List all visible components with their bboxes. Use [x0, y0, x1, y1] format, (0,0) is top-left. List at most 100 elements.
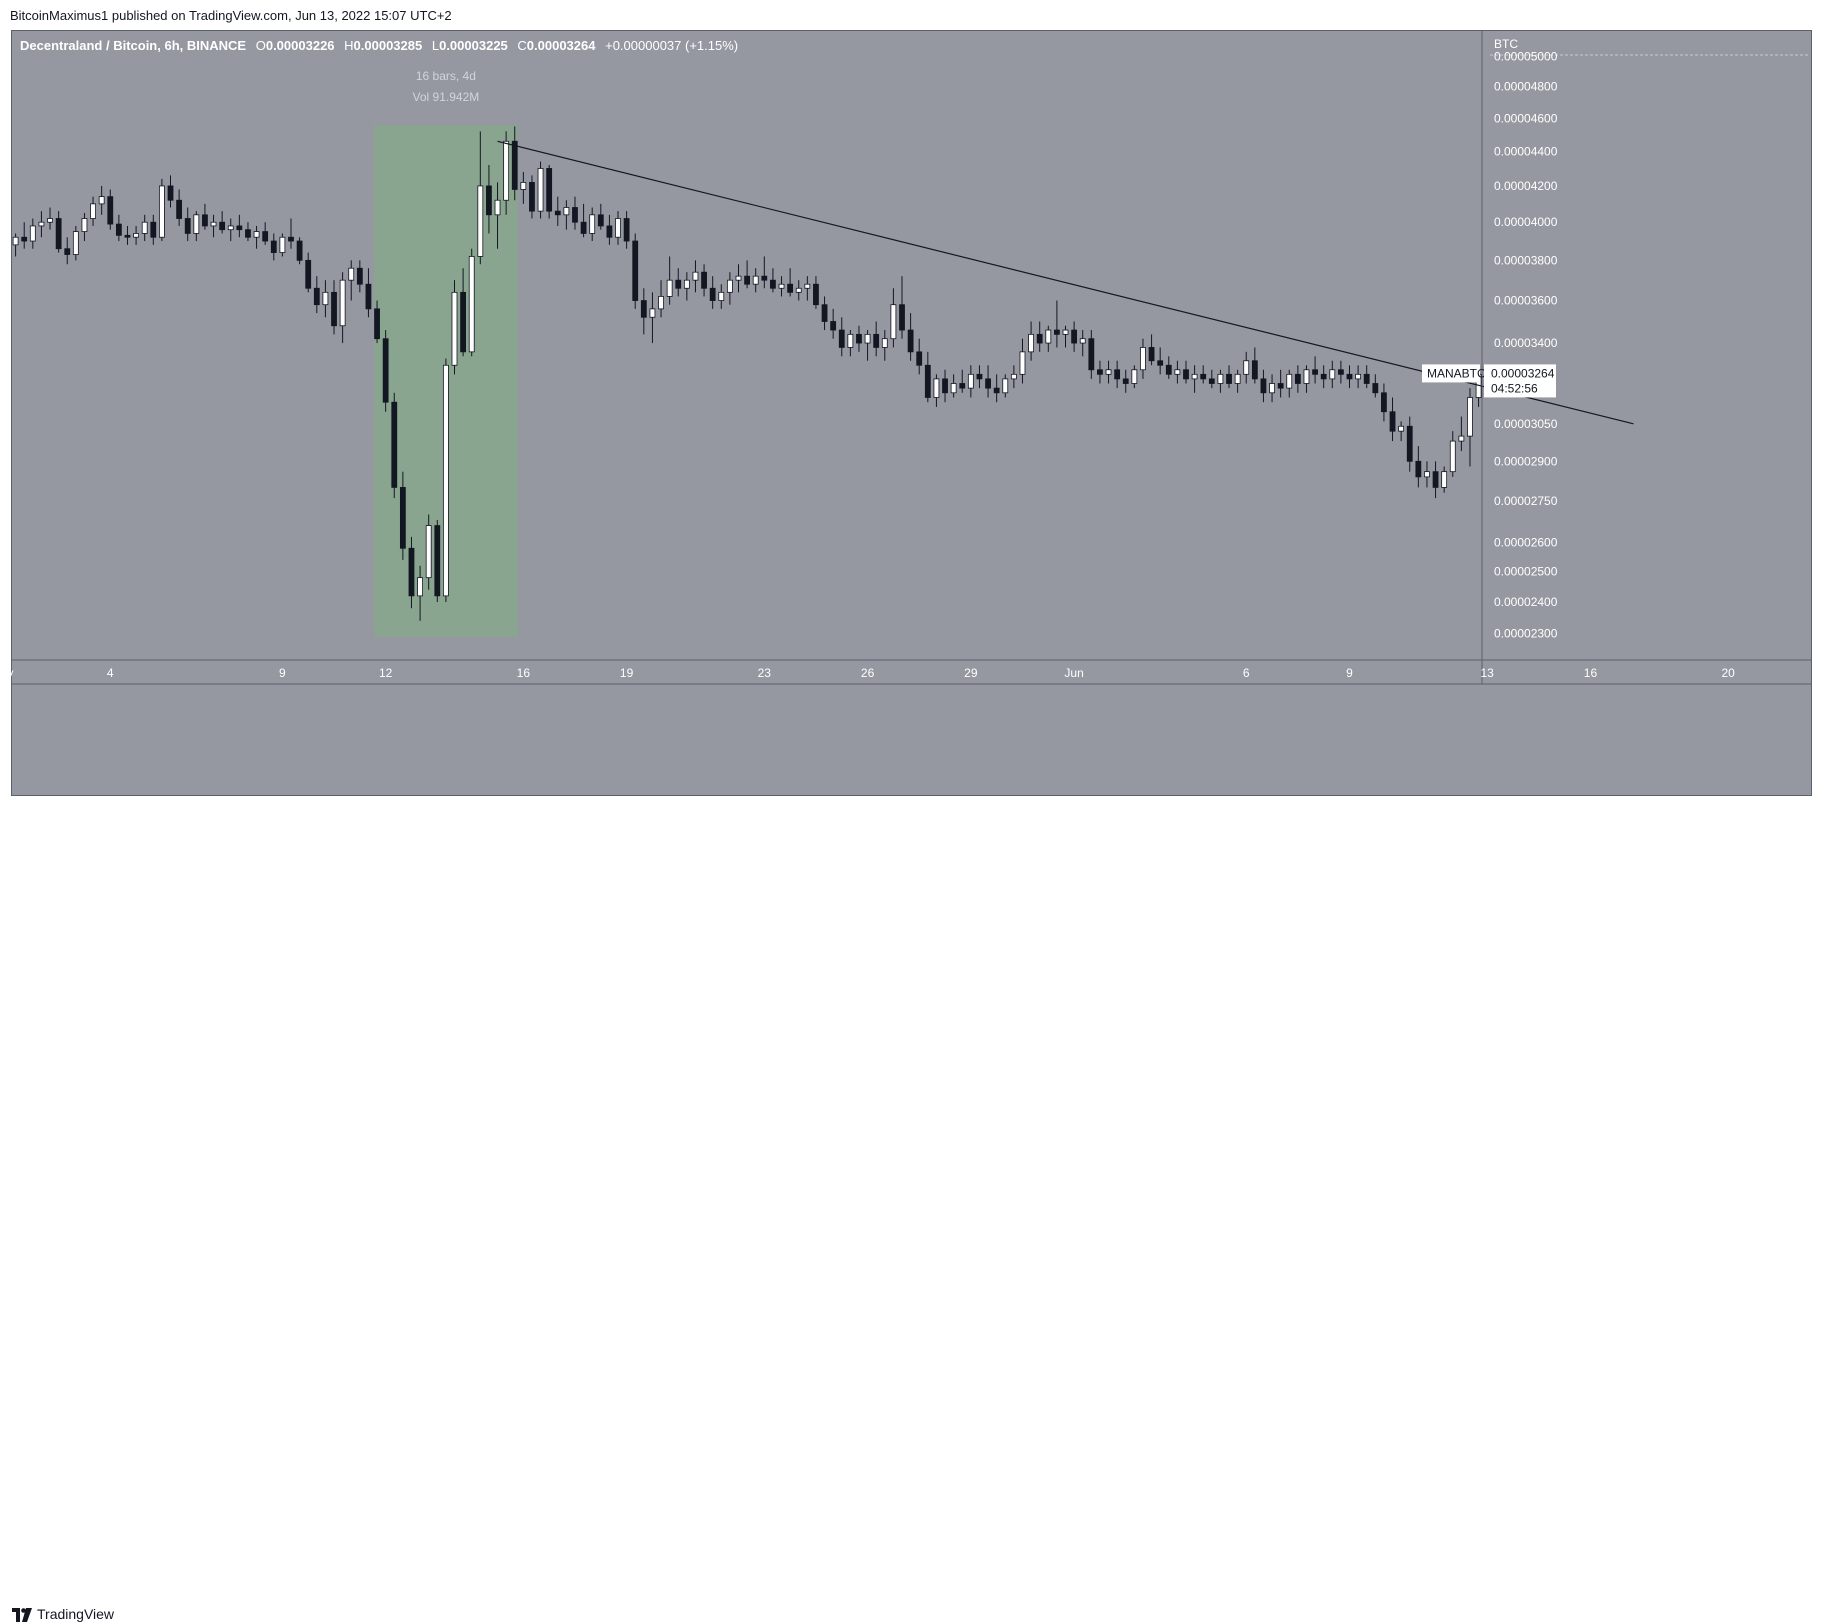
- candle-body: [606, 225, 613, 238]
- candle: [580, 203, 587, 238]
- candle-body: [967, 373, 974, 389]
- candle-body: [124, 234, 131, 238]
- candle: [838, 317, 845, 357]
- candle-body: [847, 333, 854, 348]
- candle-body: [305, 259, 312, 289]
- candle-body: [236, 225, 243, 231]
- candle: [1355, 365, 1362, 389]
- candle-body: [1105, 369, 1112, 375]
- candle-body: [1148, 347, 1155, 362]
- candle: [503, 131, 510, 215]
- candle-body: [933, 378, 940, 398]
- candle-body: [90, 203, 96, 219]
- candle: [219, 211, 226, 234]
- candle: [718, 284, 725, 309]
- candle-body: [29, 225, 36, 242]
- candle: [778, 276, 785, 297]
- candle: [924, 351, 931, 403]
- candle-body: [658, 296, 664, 310]
- candle-body: [804, 283, 811, 289]
- candle-body: [1097, 369, 1103, 375]
- candle: [322, 280, 329, 318]
- candle-body: [227, 225, 234, 231]
- candle: [313, 276, 320, 314]
- candle-body: [976, 373, 983, 380]
- candle: [1243, 351, 1250, 384]
- legend-high-value: 0.00003285: [353, 38, 423, 53]
- candle-body: [1010, 373, 1017, 380]
- candle: [752, 268, 759, 293]
- candle-body: [1036, 333, 1043, 344]
- price-tick-label: 0.00002500: [1494, 565, 1558, 579]
- candle-body: [107, 196, 114, 225]
- candle-body: [959, 383, 966, 389]
- candle: [933, 374, 940, 407]
- candle-body: [787, 283, 794, 293]
- candle-body: [752, 275, 759, 285]
- candle: [967, 365, 974, 398]
- candle-body: [1157, 360, 1164, 366]
- candle: [460, 268, 467, 357]
- candle: [623, 211, 630, 249]
- candle-body: [202, 214, 208, 227]
- candle-body: [537, 168, 544, 212]
- candle: [477, 131, 484, 265]
- candle: [1217, 369, 1224, 393]
- candle: [1346, 365, 1353, 389]
- candle: [279, 233, 286, 257]
- candle-body: [503, 140, 510, 201]
- candle-body: [55, 218, 62, 250]
- candle-body: [313, 287, 320, 306]
- candle-body: [924, 364, 931, 398]
- candle-body: [761, 275, 768, 281]
- candle: [916, 338, 923, 375]
- candle: [1406, 416, 1413, 472]
- candle: [356, 260, 363, 293]
- candle: [1260, 369, 1267, 403]
- candle: [1320, 365, 1327, 389]
- candle-body: [219, 221, 226, 231]
- candle: [107, 189, 114, 230]
- candle: [761, 256, 768, 289]
- candle: [856, 325, 862, 352]
- candle: [1398, 421, 1405, 442]
- candle: [709, 276, 716, 309]
- candle-body: [331, 291, 337, 327]
- candle-body: [408, 547, 415, 597]
- candle: [1079, 330, 1086, 357]
- price-tick-label: 0.00003800: [1494, 253, 1558, 267]
- candle-body: [838, 329, 845, 348]
- candle: [1226, 365, 1232, 389]
- candle-body: [270, 240, 277, 253]
- time-tick-label: ay: [1, 666, 14, 680]
- time-tick-label: 4: [107, 666, 114, 680]
- time-tick-label: 23: [758, 666, 772, 680]
- time-tick-label: 9: [279, 666, 286, 680]
- candle-body: [907, 329, 914, 353]
- candle: [1277, 369, 1284, 398]
- candle-body: [1449, 440, 1456, 473]
- candle: [1002, 374, 1009, 398]
- candle-body: [1174, 369, 1181, 375]
- candle: [339, 272, 346, 344]
- candle-body: [288, 236, 294, 242]
- candle: [1294, 365, 1301, 393]
- candle-body: [1114, 369, 1121, 380]
- candle-body: [1303, 369, 1310, 384]
- candle-body: [993, 387, 1000, 394]
- price-tick-label: 0.00002400: [1494, 595, 1558, 609]
- legend-open-label: O: [255, 38, 266, 53]
- candle: [1441, 466, 1448, 493]
- candle-body: [1217, 373, 1224, 384]
- price-tick-label: 0.00003600: [1494, 294, 1558, 308]
- candle: [658, 280, 664, 318]
- candle: [1071, 321, 1078, 352]
- candle: [305, 252, 312, 293]
- candle-body: [1441, 471, 1448, 488]
- candle-body: [460, 291, 467, 353]
- candle: [262, 222, 269, 245]
- candle: [950, 374, 957, 398]
- candle-body: [442, 364, 449, 597]
- chart-frame[interactable]: [11, 30, 1812, 796]
